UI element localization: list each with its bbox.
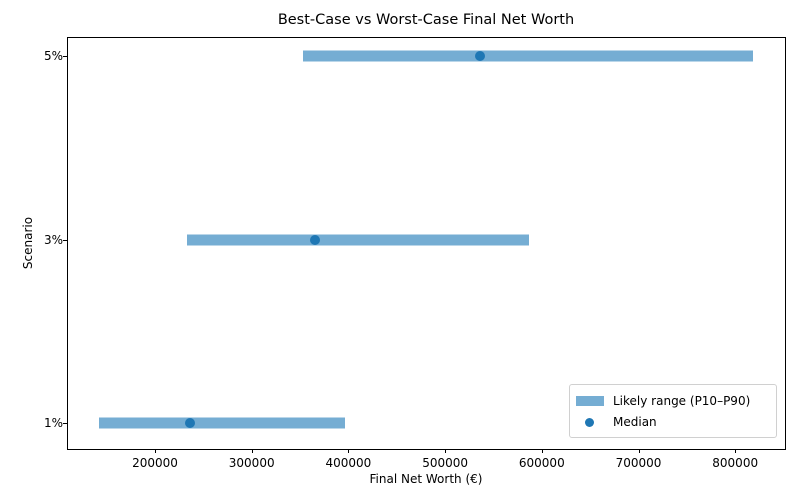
x-tick-label: 200000 (132, 456, 178, 470)
x-tick-label: 500000 (422, 456, 468, 470)
range-bar (302, 50, 753, 62)
median-point (474, 51, 485, 61)
y-tick (63, 56, 67, 57)
legend: Likely range (P10–P90) Median (569, 384, 777, 438)
y-tick-label: 1% (43, 416, 63, 430)
x-tick-label: 800000 (712, 456, 759, 470)
x-tick (639, 449, 640, 453)
x-tick (542, 449, 543, 453)
median-marker-icon (576, 417, 604, 427)
range-bar (98, 417, 346, 429)
y-tick-label: 3% (43, 233, 63, 247)
legend-label: Likely range (P10–P90) (613, 394, 751, 408)
legend-item-median: Median (576, 413, 657, 431)
x-tick-label: 400000 (325, 456, 372, 470)
x-tick (445, 449, 446, 453)
x-tick-label: 300000 (228, 456, 275, 470)
legend-label: Median (613, 415, 657, 429)
x-tick-label: 700000 (615, 456, 662, 470)
x-tick (155, 449, 156, 453)
median-point (309, 235, 320, 245)
y-tick (63, 240, 67, 241)
y-tick (63, 423, 67, 424)
x-tick (735, 449, 736, 453)
x-tick (252, 449, 253, 453)
x-tick-label: 600000 (518, 456, 565, 470)
plot-area (67, 37, 786, 450)
median-point (184, 418, 195, 428)
chart-title: Best-Case vs Worst-Case Final Net Worth (277, 12, 575, 28)
y-axis-label: Scenario (21, 216, 35, 270)
x-axis-label: Final Net Worth (€) (369, 472, 483, 486)
x-tick (348, 449, 349, 453)
legend-item-range: Likely range (P10–P90) (576, 392, 750, 410)
range-bar (186, 234, 530, 246)
y-tick-label: 5% (43, 49, 63, 63)
range-swatch-icon (576, 396, 604, 406)
